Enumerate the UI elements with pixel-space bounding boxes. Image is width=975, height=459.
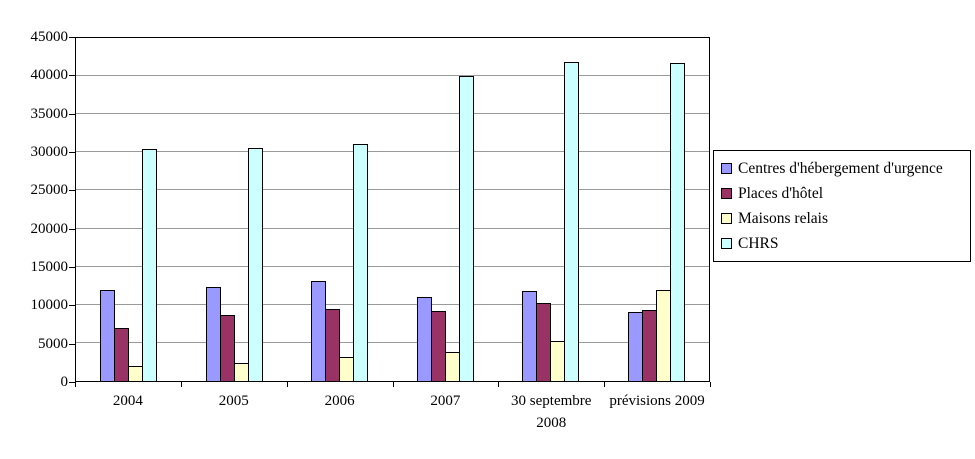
bar: [205, 287, 221, 381]
y-axis-tick-mark: [69, 37, 75, 38]
legend-label: Places d'hôtel: [738, 185, 824, 202]
gridline: [76, 303, 709, 305]
x-axis-category-label: 2004: [112, 393, 143, 409]
legend-item: Centres d'hébergement d'urgence: [721, 160, 963, 177]
x-axis-tick-mark: [180, 382, 182, 387]
legend-label: Maisons relais: [738, 210, 828, 227]
bar-group: [76, 38, 182, 381]
x-axis-tick-mark: [392, 382, 394, 387]
x-axis-category-label: 2006: [324, 393, 355, 409]
y-axis-tick-mark: [69, 305, 75, 307]
bar-group: [287, 38, 393, 381]
y-axis-tick-mark: [69, 75, 75, 77]
y-axis-tick-mark: [69, 267, 75, 268]
y-axis-tick-label: 40000: [30, 67, 69, 84]
legend-item: CHRS: [721, 235, 963, 252]
y-axis-tick-label: 30000: [30, 144, 69, 160]
x-axis-tick-mark: [498, 382, 500, 387]
gridline: [76, 227, 709, 229]
bar: [416, 297, 432, 381]
bar: [233, 362, 249, 381]
y-axis-tick-label: 25000: [30, 182, 69, 199]
bar: [655, 289, 671, 381]
bar: [444, 352, 460, 381]
y-axis-tick-label: 5000: [38, 335, 68, 352]
bar: [128, 365, 144, 381]
gridline: [76, 151, 709, 153]
bar: [353, 143, 369, 381]
bar-group: [393, 38, 499, 381]
y-axis-tick-label: 0: [60, 374, 69, 390]
bar: [458, 76, 474, 381]
plot-area: [75, 37, 710, 382]
gridline: [76, 189, 709, 191]
legend-swatch-icon: [721, 238, 732, 249]
y-axis-tick-mark: [69, 152, 75, 153]
y-axis-tick-mark: [69, 190, 75, 192]
y-axis-tick-label: 10000: [30, 297, 69, 314]
legend-item: Places d'hôtel: [721, 185, 963, 202]
bar: [669, 63, 685, 381]
bar: [522, 291, 538, 381]
bar: [100, 289, 116, 381]
x-axis-category-label: 30 septembre 2008: [511, 393, 592, 431]
legend-label: CHRS: [738, 235, 779, 252]
legend-swatch-icon: [721, 163, 732, 174]
y-axis-tick-label: 15000: [30, 259, 69, 275]
legend-swatch-icon: [721, 213, 732, 224]
bar-group: [604, 38, 710, 381]
y-axis-tick-label: 35000: [30, 105, 69, 122]
x-axis-labels: 2004 2005 2006 2007 30 septembre 2008 prévisi…: [75, 390, 710, 434]
legend-item: Maisons relais: [721, 210, 963, 227]
bar-group: [498, 38, 604, 381]
y-axis-tick-mark: [69, 113, 75, 115]
gridline: [76, 265, 709, 267]
bar: [339, 356, 355, 381]
x-axis-tick-mark: [604, 382, 606, 387]
gridline: [76, 75, 709, 77]
bar: [325, 309, 341, 381]
y-axis-tick-mark: [69, 382, 75, 383]
y-axis-labels: 0 5000 10000 15000 20000 25000 30000 35000 40000…: [0, 0, 69, 459]
bar: [550, 341, 566, 381]
bar: [564, 62, 580, 381]
x-axis-category-label: 2005: [218, 393, 249, 409]
bar: [430, 310, 446, 381]
bar: [311, 281, 327, 381]
bar: [627, 312, 643, 381]
y-axis-tick-mark: [69, 228, 75, 230]
gridline: [76, 113, 709, 115]
x-axis-category-label: prévisions 2009: [609, 393, 705, 409]
bar: [114, 327, 130, 381]
x-axis-tick-mark: [710, 382, 711, 387]
x-axis-tick-mark: [286, 382, 288, 387]
legend: Centres d'hébergement d'urgence Places d'…: [713, 150, 971, 262]
bar: [641, 310, 657, 381]
bar: [536, 302, 552, 381]
bar: [219, 315, 235, 381]
y-axis-tick-label: 45000: [30, 29, 69, 45]
bars-layer: [76, 38, 709, 381]
legend-swatch-icon: [721, 188, 732, 199]
bar: [247, 147, 263, 381]
x-axis-tick-mark: [75, 382, 76, 387]
y-axis-tick-mark: [69, 343, 75, 345]
bar-group: [182, 38, 288, 381]
x-axis-category-label: 2007: [430, 393, 461, 409]
y-axis-tick-label: 20000: [30, 220, 69, 237]
legend-label: Centres d'hébergement d'urgence: [738, 160, 943, 177]
gridline: [76, 341, 709, 343]
bar: [142, 149, 158, 381]
